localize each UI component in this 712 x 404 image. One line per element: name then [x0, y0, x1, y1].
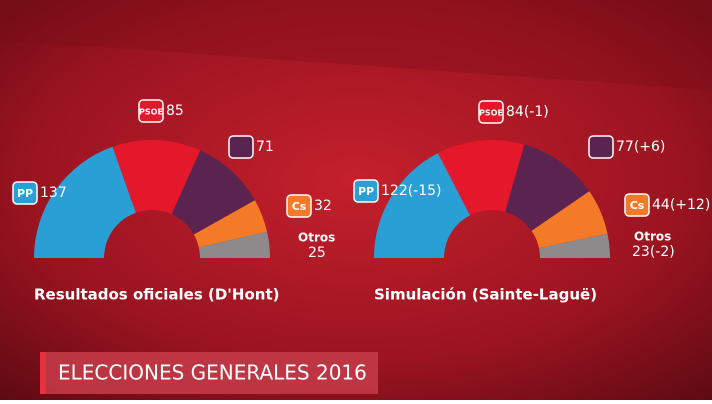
seat-segment: [198, 231, 270, 258]
party-logo-text: PSOE: [139, 108, 163, 117]
seat-segment: [112, 140, 201, 215]
seat-segment: [193, 200, 268, 248]
party-logo: [588, 135, 614, 159]
party-logo: [478, 100, 504, 124]
value-label: 25: [308, 245, 326, 261]
value-label: 84(-1): [506, 104, 549, 120]
value-label: 32: [314, 198, 332, 214]
party-name: Otros: [298, 231, 335, 245]
party-logo-text: PSOE: [479, 109, 503, 118]
value-label: 44(+12): [652, 197, 710, 213]
party-name: Otros: [634, 230, 671, 244]
value-label: 77(+6): [616, 139, 665, 155]
background-streak: [0, 0, 712, 90]
value-label: 85: [166, 103, 184, 119]
party-logo-text: Cs: [630, 199, 645, 212]
banner-text: ELECCIONES GENERALES 2016: [58, 361, 367, 385]
chart-title: Simulación (Sainte-Laguë): [374, 286, 597, 304]
party-logo: [138, 99, 164, 123]
party-logo-text: PP: [17, 187, 33, 200]
party-logo: [624, 193, 650, 217]
party-logo: [12, 181, 38, 205]
party-logo: [286, 194, 312, 218]
seat-segment: [531, 191, 608, 249]
seat-segment: [34, 146, 136, 258]
seat-segment: [437, 140, 525, 216]
banner-box: [40, 352, 378, 394]
seat-segment: [374, 153, 471, 258]
party-logo: [228, 135, 254, 159]
value-label: 23(-2): [632, 244, 675, 260]
seat-segment: [538, 233, 610, 258]
chart-title: Resultados oficiales (D'Hont): [34, 286, 279, 304]
party-logo-text: PP: [358, 185, 374, 198]
party-logo: [353, 179, 379, 203]
seat-segment: [505, 144, 590, 231]
value-label: 122(-15): [381, 183, 442, 199]
value-label: 71: [256, 139, 274, 155]
banner-accent: [40, 352, 46, 394]
party-logo-text: Cs: [292, 200, 307, 213]
seat-segment: [171, 150, 255, 235]
value-label: 137: [40, 185, 67, 201]
